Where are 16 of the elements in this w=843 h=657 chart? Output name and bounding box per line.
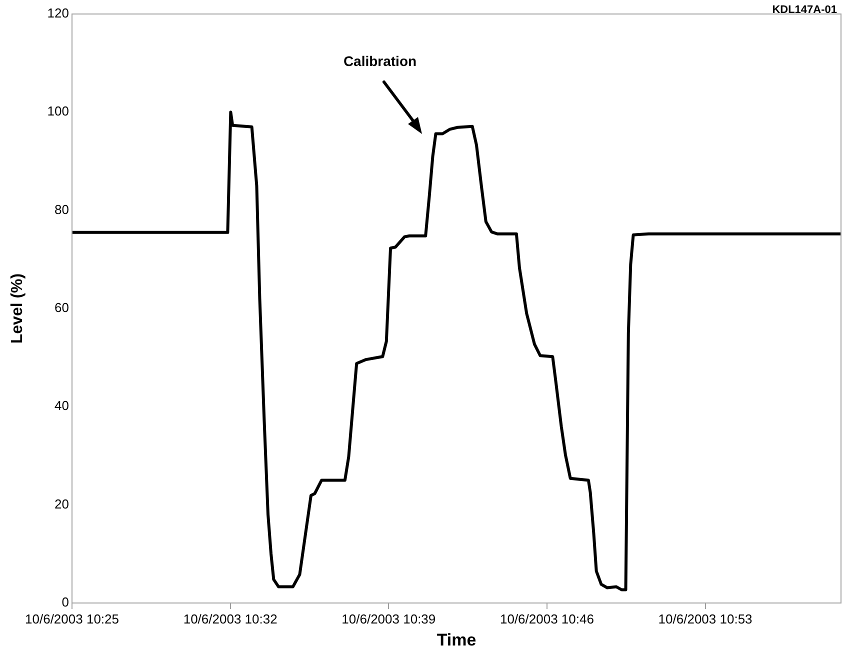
y-tick-label: 80 — [54, 202, 69, 217]
x-tick-label: 10/6/2003 10:32 — [183, 611, 278, 626]
y-tick-label: 40 — [54, 398, 69, 414]
y-tick-label: 120 — [47, 6, 69, 21]
x-tick-label: 10/6/2003 10:53 — [658, 611, 752, 626]
y-tick-label: 100 — [47, 104, 69, 119]
x-axis-title: Time — [436, 630, 476, 650]
annotation: Calibration — [342, 53, 418, 69]
y-axis-title: Level (%) — [9, 273, 26, 344]
y-tick-label: 60 — [54, 300, 69, 316]
y-tick-label: 0 — [62, 594, 69, 610]
x-tick-label: 10/6/2003 10:25 — [25, 611, 119, 626]
y-tick-label: 20 — [54, 496, 69, 512]
x-tick-label: 10/6/2003 10:46 — [500, 611, 594, 626]
annotation: KDL147A-01 — [772, 4, 837, 16]
x-tick-label: 10/6/2003 10:39 — [342, 611, 436, 626]
